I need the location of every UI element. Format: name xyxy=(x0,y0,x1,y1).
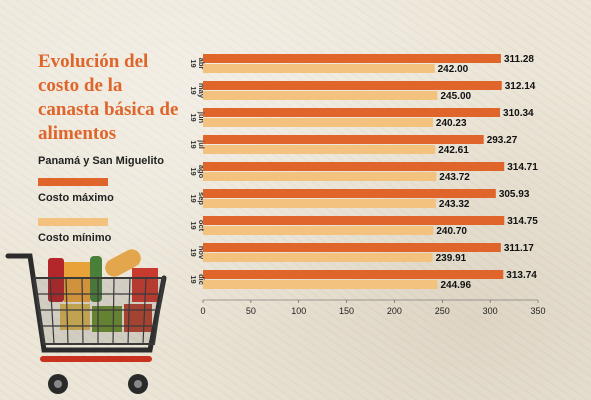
region-label: Panamá y San Miguelito xyxy=(38,155,164,167)
x-tick-label-3: 150 xyxy=(339,306,354,316)
legend-swatch-min xyxy=(38,218,108,226)
bar-max-3 xyxy=(203,135,484,144)
value-label-min-0: 242.00 xyxy=(438,64,469,75)
category-label-3: jul19 xyxy=(189,139,206,149)
x-tick-label-6: 300 xyxy=(483,306,498,316)
legend-label-min: Costo mínimo xyxy=(38,232,112,244)
value-label-max-7: 311.17 xyxy=(504,243,534,254)
bar-min-8 xyxy=(203,280,438,289)
bar-min-1 xyxy=(203,91,438,100)
x-tick-label-2: 100 xyxy=(291,306,306,316)
value-label-max-2: 310.34 xyxy=(503,108,534,119)
bar-min-3 xyxy=(203,145,436,154)
bar-max-0 xyxy=(203,54,501,63)
bar-max-8 xyxy=(203,270,504,279)
value-label-min-6: 240.70 xyxy=(436,226,467,237)
bar-max-5 xyxy=(203,189,496,198)
value-label-min-7: 239.91 xyxy=(436,253,467,264)
value-label-min-2: 240.23 xyxy=(436,118,467,129)
value-label-max-4: 314.71 xyxy=(507,162,538,173)
value-label-max-8: 313.74 xyxy=(506,270,537,281)
value-label-min-3: 242.61 xyxy=(438,145,469,156)
value-label-min-1: 245.00 xyxy=(441,91,472,102)
category-label-6: oct19 xyxy=(189,220,206,232)
bar-max-2 xyxy=(203,108,501,117)
value-label-min-5: 243.32 xyxy=(439,199,470,210)
bar-min-7 xyxy=(203,253,433,262)
category-label-1: may19 xyxy=(189,83,206,99)
value-label-max-6: 314.75 xyxy=(507,216,538,227)
bar-min-4 xyxy=(203,172,437,181)
x-tick-label-4: 200 xyxy=(387,306,402,316)
bar-max-6 xyxy=(203,216,505,225)
bar-max-1 xyxy=(203,81,502,90)
value-label-max-3: 293.27 xyxy=(487,135,518,146)
value-label-max-1: 312.14 xyxy=(505,81,536,92)
category-label-7: nov19 xyxy=(189,246,206,260)
category-label-5: sep19 xyxy=(189,192,206,205)
value-label-max-0: 311.28 xyxy=(504,54,534,65)
bar-min-0 xyxy=(203,64,435,73)
bar-min-5 xyxy=(203,199,436,208)
category-label-8: dic19 xyxy=(189,274,206,285)
category-label-4: ago19 xyxy=(189,165,206,179)
legend-item-max: Costo máximo xyxy=(38,178,114,204)
category-label-0: abr19 xyxy=(189,58,206,70)
legend-item-min: Costo mínimo xyxy=(38,218,111,244)
value-label-min-8: 244.96 xyxy=(440,280,471,291)
shopping-cart-illustration xyxy=(5,249,167,394)
chart-title: Evolución del costo de la canasta básica… xyxy=(38,51,179,144)
value-label-min-4: 243.72 xyxy=(439,172,470,183)
bar-min-6 xyxy=(203,226,434,235)
bar-max-4 xyxy=(203,162,505,171)
x-tick-label-0: 0 xyxy=(200,306,205,316)
bar-min-2 xyxy=(203,118,433,127)
legend-swatch-max xyxy=(38,178,108,186)
legend-label-max: Costo máximo xyxy=(38,192,114,204)
bar-max-7 xyxy=(203,243,501,252)
x-tick-label-5: 250 xyxy=(435,306,450,316)
x-tick-label-1: 50 xyxy=(246,306,256,316)
category-label-2: jun19 xyxy=(189,111,206,124)
value-label-max-5: 305.93 xyxy=(499,189,530,200)
x-tick-label-7: 350 xyxy=(530,306,545,316)
